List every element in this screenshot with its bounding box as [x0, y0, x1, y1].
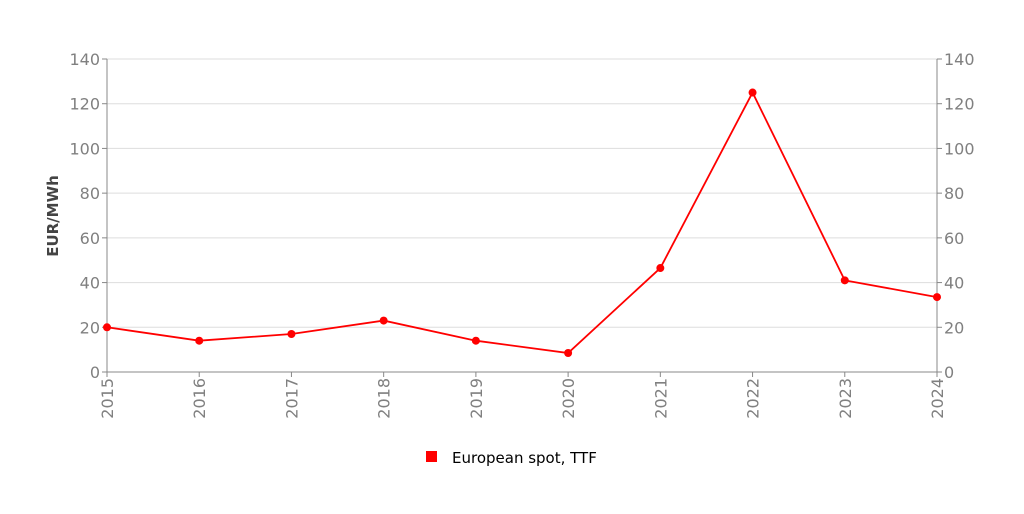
y-tick-label: 20 — [80, 318, 100, 337]
series-line — [106, 90, 938, 354]
x-tick-label: 2023 — [836, 378, 855, 419]
data-point — [379, 316, 388, 325]
series-group — [103, 88, 941, 357]
y-tick-label: 80 — [80, 184, 100, 203]
data-point — [103, 323, 111, 332]
legend[interactable]: European spot, TTF — [426, 449, 597, 467]
x-tick-label: 2024 — [928, 378, 947, 419]
data-point — [656, 264, 665, 273]
y2-tick-label: 0 — [944, 363, 954, 382]
x-tick-label: 2021 — [651, 378, 670, 419]
x-tick-label: 2015 — [98, 378, 117, 419]
x-tick-label: 2022 — [744, 378, 763, 419]
y2-tick-label: 120 — [944, 95, 975, 114]
data-point — [748, 88, 757, 97]
gridlines — [107, 58, 937, 328]
x-tick-label: 2016 — [190, 378, 209, 419]
y2-tick-label: 60 — [944, 229, 964, 248]
y2-tick-label: 80 — [944, 184, 964, 203]
data-point — [840, 276, 849, 285]
x-tick-label: 2017 — [282, 378, 301, 419]
x-tick-label: 2018 — [375, 378, 394, 419]
y-axis-label: EUR/MWh — [44, 175, 62, 257]
y-tick-label: 140 — [69, 50, 100, 69]
legend-label: European spot, TTF — [452, 449, 597, 467]
y2-tick-label: 20 — [944, 318, 964, 337]
data-point — [564, 348, 573, 357]
data-point — [471, 336, 480, 345]
data-point — [933, 293, 941, 302]
legend-marker — [426, 451, 437, 462]
data-point — [287, 329, 296, 338]
x-tick-label: 2020 — [559, 378, 578, 419]
x-tick-label: 2019 — [467, 378, 486, 419]
axes — [102, 58, 942, 377]
y2-tick-label: 40 — [944, 274, 964, 293]
data-point — [195, 336, 204, 345]
y2-tick-label: 140 — [944, 50, 975, 69]
y-tick-label: 120 — [69, 95, 100, 114]
y2-tick-label: 100 — [944, 139, 975, 158]
y-tick-label: 40 — [80, 274, 100, 293]
y-tick-label: 60 — [80, 229, 100, 248]
y-tick-label: 0 — [90, 363, 100, 382]
y-tick-label: 100 — [69, 139, 100, 158]
